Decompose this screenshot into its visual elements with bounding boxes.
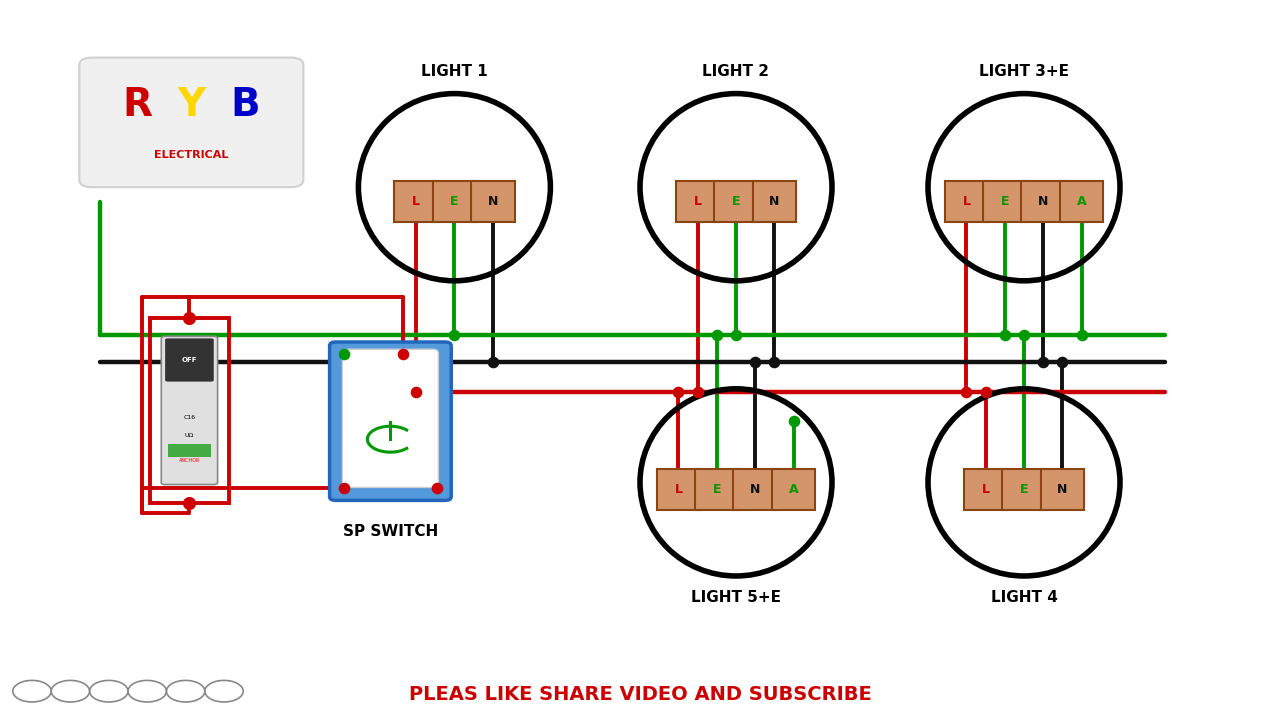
Text: LIGHT 2: LIGHT 2 bbox=[703, 64, 769, 79]
Point bbox=[333, 348, 353, 360]
Point bbox=[1014, 329, 1034, 341]
FancyBboxPatch shape bbox=[945, 181, 988, 222]
FancyBboxPatch shape bbox=[1021, 181, 1065, 222]
Text: N: N bbox=[488, 195, 498, 208]
Point bbox=[1071, 329, 1092, 341]
FancyBboxPatch shape bbox=[657, 469, 700, 510]
FancyBboxPatch shape bbox=[772, 469, 815, 510]
Point bbox=[745, 356, 765, 368]
Point bbox=[707, 329, 727, 341]
FancyBboxPatch shape bbox=[753, 181, 796, 222]
Text: C16: C16 bbox=[183, 415, 196, 420]
Text: E: E bbox=[713, 483, 721, 496]
Bar bbox=[150, 318, 229, 503]
Text: N: N bbox=[769, 195, 780, 208]
Point bbox=[333, 482, 353, 494]
Text: PLEAS LIKE SHARE VIDEO AND SUBSCRIBE: PLEAS LIKE SHARE VIDEO AND SUBSCRIBE bbox=[408, 685, 872, 704]
Text: E: E bbox=[732, 195, 740, 208]
Point bbox=[995, 329, 1015, 341]
Text: OFF: OFF bbox=[182, 357, 197, 363]
Text: SP SWITCH: SP SWITCH bbox=[343, 524, 438, 539]
Text: Y: Y bbox=[178, 86, 205, 124]
Point bbox=[444, 329, 465, 341]
FancyBboxPatch shape bbox=[433, 181, 476, 222]
Point bbox=[426, 482, 448, 494]
Text: L: L bbox=[982, 483, 989, 496]
Text: ANCHOR: ANCHOR bbox=[179, 459, 200, 463]
FancyBboxPatch shape bbox=[471, 181, 515, 222]
Point bbox=[1052, 356, 1073, 368]
Point bbox=[179, 312, 200, 324]
Text: L: L bbox=[412, 195, 420, 208]
Text: N: N bbox=[1057, 483, 1068, 496]
FancyBboxPatch shape bbox=[394, 181, 438, 222]
Point bbox=[179, 497, 200, 508]
Point bbox=[975, 387, 996, 398]
FancyBboxPatch shape bbox=[1002, 469, 1046, 510]
Point bbox=[687, 387, 708, 398]
FancyBboxPatch shape bbox=[964, 469, 1007, 510]
Text: E: E bbox=[451, 195, 458, 208]
Point bbox=[483, 356, 503, 368]
Text: E: E bbox=[1001, 195, 1009, 208]
Text: ELECTRICAL: ELECTRICAL bbox=[154, 150, 229, 160]
FancyBboxPatch shape bbox=[161, 336, 218, 485]
FancyBboxPatch shape bbox=[983, 181, 1027, 222]
Text: LIGHT 3+E: LIGHT 3+E bbox=[979, 64, 1069, 79]
Text: A: A bbox=[788, 483, 799, 496]
FancyBboxPatch shape bbox=[714, 181, 758, 222]
Text: L: L bbox=[694, 195, 701, 208]
FancyBboxPatch shape bbox=[1041, 469, 1084, 510]
Text: UΩ: UΩ bbox=[184, 433, 195, 438]
Bar bbox=[168, 444, 211, 457]
Text: B: B bbox=[230, 86, 260, 124]
Text: LIGHT 5+E: LIGHT 5+E bbox=[691, 590, 781, 606]
Text: N: N bbox=[1038, 195, 1048, 208]
Text: A: A bbox=[1076, 195, 1087, 208]
Text: LIGHT 1: LIGHT 1 bbox=[421, 64, 488, 79]
FancyBboxPatch shape bbox=[165, 338, 214, 382]
Text: E: E bbox=[1020, 483, 1028, 496]
Point bbox=[956, 387, 977, 398]
FancyBboxPatch shape bbox=[733, 469, 777, 510]
FancyBboxPatch shape bbox=[343, 349, 438, 487]
FancyBboxPatch shape bbox=[79, 58, 303, 187]
Text: R: R bbox=[123, 86, 152, 124]
Point bbox=[1033, 356, 1053, 368]
Point bbox=[764, 356, 785, 368]
Text: N: N bbox=[750, 483, 760, 496]
Point bbox=[783, 415, 804, 427]
Point bbox=[726, 329, 746, 341]
Point bbox=[668, 387, 689, 398]
FancyBboxPatch shape bbox=[695, 469, 739, 510]
Text: LIGHT 4: LIGHT 4 bbox=[991, 590, 1057, 606]
FancyBboxPatch shape bbox=[1060, 181, 1103, 222]
Text: L: L bbox=[675, 483, 682, 496]
Text: L: L bbox=[963, 195, 970, 208]
FancyBboxPatch shape bbox=[676, 181, 719, 222]
Point bbox=[393, 348, 413, 360]
Point bbox=[406, 387, 426, 398]
FancyBboxPatch shape bbox=[330, 342, 452, 500]
